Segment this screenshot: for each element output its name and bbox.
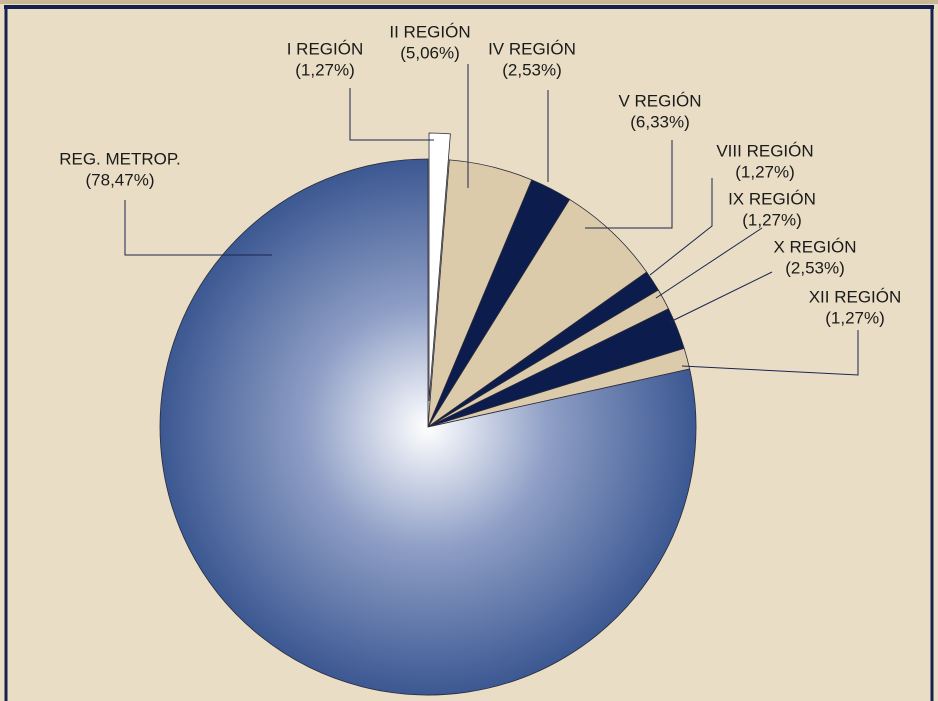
leader-line xyxy=(681,330,859,376)
slice-value-label: (1,27%) xyxy=(295,60,355,79)
slice-value-label: (1,27%) xyxy=(742,210,802,229)
top-strip xyxy=(0,0,938,4)
slice-value-label: (2,53%) xyxy=(785,258,845,277)
slice-value-label: (78,47%) xyxy=(86,170,155,189)
slice-label: V REGIÓN xyxy=(618,91,701,110)
slice-value-label: (6,33%) xyxy=(630,112,690,131)
leader-line xyxy=(655,227,763,299)
slice-label: IX REGIÓN xyxy=(728,189,816,208)
leader-line xyxy=(669,271,773,323)
pie-slice xyxy=(159,158,697,696)
slice-value-label: (2,53%) xyxy=(502,60,562,79)
leader-line xyxy=(585,140,673,229)
leader-line xyxy=(649,178,713,276)
slice-value-label: (1,27%) xyxy=(735,162,795,181)
leader-line xyxy=(349,88,434,141)
slice-label: IV REGIÓN xyxy=(488,39,576,58)
slice-label: II REGIÓN xyxy=(389,22,470,41)
leader-line xyxy=(124,200,272,256)
slice-label: I REGIÓN xyxy=(287,39,364,58)
slice-label: XII REGIÓN xyxy=(809,287,902,306)
slice-value-label: (1,27%) xyxy=(825,308,885,327)
slice-label: X REGIÓN xyxy=(773,237,856,256)
slice-value-label: (5,06%) xyxy=(400,43,460,62)
slice-label: VIII REGIÓN xyxy=(716,141,813,160)
pie-slice xyxy=(428,132,451,402)
slice-label: REG. METROP. xyxy=(59,149,181,168)
